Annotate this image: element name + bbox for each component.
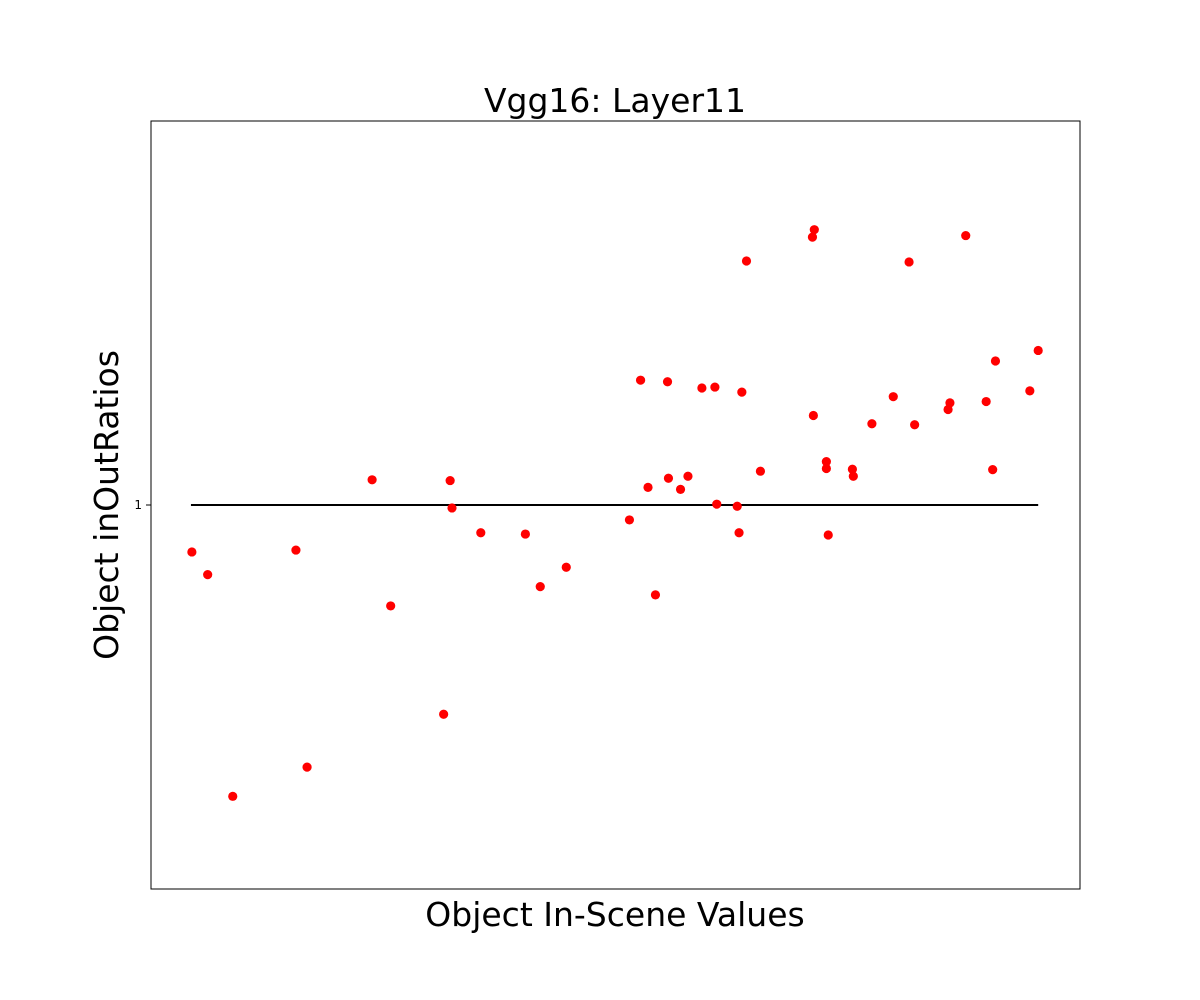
data-point [203,569,213,580]
data-point [1025,386,1035,396]
data-point [904,257,914,267]
data-point [291,545,301,555]
data-point [945,398,955,408]
y-tick-label: 1 [134,498,142,512]
y-axis-label: Object inOutRatios [87,350,126,660]
data-point [988,465,998,475]
data-point [847,464,857,474]
data-point [561,562,571,572]
data-point [683,471,693,481]
x-axis-label: Object In-Scene Values [425,895,804,934]
data-point [734,528,744,538]
data-point [367,475,377,485]
data-point [445,475,455,486]
data-point [809,225,819,235]
data-point [386,601,396,611]
data-points [187,225,1043,801]
data-point [650,590,661,600]
data-point [732,501,742,511]
data-point [821,463,831,474]
y-axis-ticks: 1 [134,498,151,512]
data-point [187,547,197,557]
data-point [624,515,635,525]
data-point [476,528,486,538]
data-point [808,410,818,421]
data-point [535,582,545,592]
data-point [888,392,898,402]
data-point [635,375,646,385]
data-point [228,791,238,801]
data-point [741,256,752,266]
data-point [643,482,653,492]
data-point [910,420,920,430]
data-point [712,499,722,509]
data-point [981,396,991,407]
data-point [1033,345,1043,356]
data-point [520,529,530,539]
data-point [710,382,720,392]
data-point [807,232,818,242]
data-point [961,230,971,241]
data-point [697,383,707,393]
data-point [439,709,449,719]
data-point [447,503,457,513]
data-point [675,484,686,494]
data-point [302,762,312,772]
data-point [867,419,877,429]
chart-title: Vgg16: Layer11 [484,81,746,120]
data-point [755,466,766,476]
data-point [990,356,1001,366]
data-point [823,530,833,540]
data-point [663,473,674,483]
data-point [821,457,831,467]
data-point [848,471,858,481]
data-point [737,387,747,397]
data-point [662,377,673,387]
